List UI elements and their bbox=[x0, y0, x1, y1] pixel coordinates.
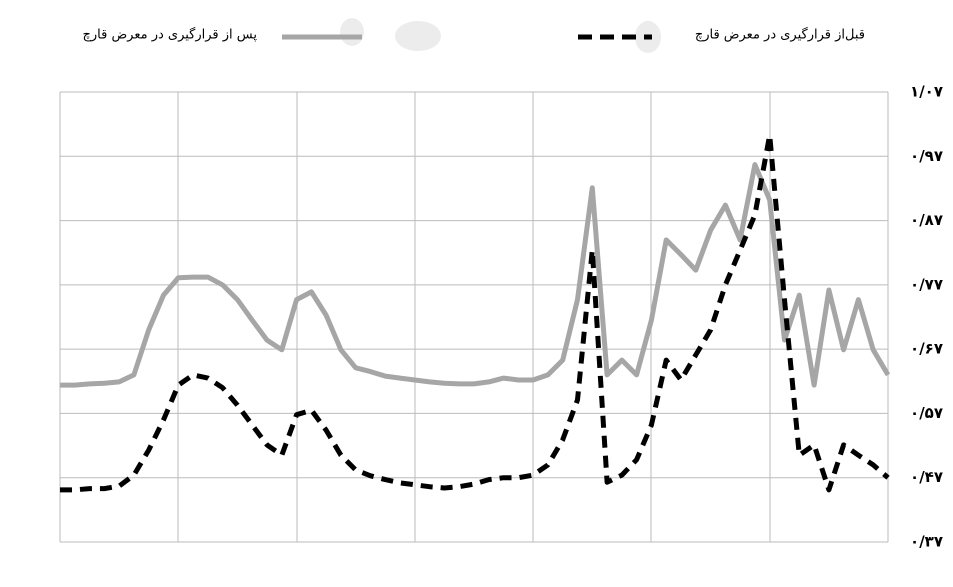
y-tick-label: ۰/۹۷ bbox=[910, 147, 943, 165]
legend-label: قبل‌از قرارگیری در معرض قارچ bbox=[695, 27, 865, 43]
y-tick-label: ۰/۵۷ bbox=[910, 404, 943, 422]
y-tick-label: ۰/۳۷ bbox=[910, 533, 943, 551]
legend-decoration bbox=[340, 18, 364, 46]
y-tick-label: ۱/۰۷ bbox=[910, 83, 943, 101]
series-line bbox=[60, 132, 890, 493]
legend-decoration bbox=[395, 21, 441, 51]
y-tick-label: ۰/۷۷ bbox=[910, 275, 943, 293]
y-tick-label: ۰/۶۷ bbox=[910, 340, 943, 358]
y-tick-label: ۰/۴۷ bbox=[910, 468, 943, 486]
y-tick-label: ۰/۸۷ bbox=[910, 211, 943, 229]
legend-label: پس از قرارگیری در معرض قارچ bbox=[82, 27, 257, 43]
series-line bbox=[60, 162, 891, 388]
